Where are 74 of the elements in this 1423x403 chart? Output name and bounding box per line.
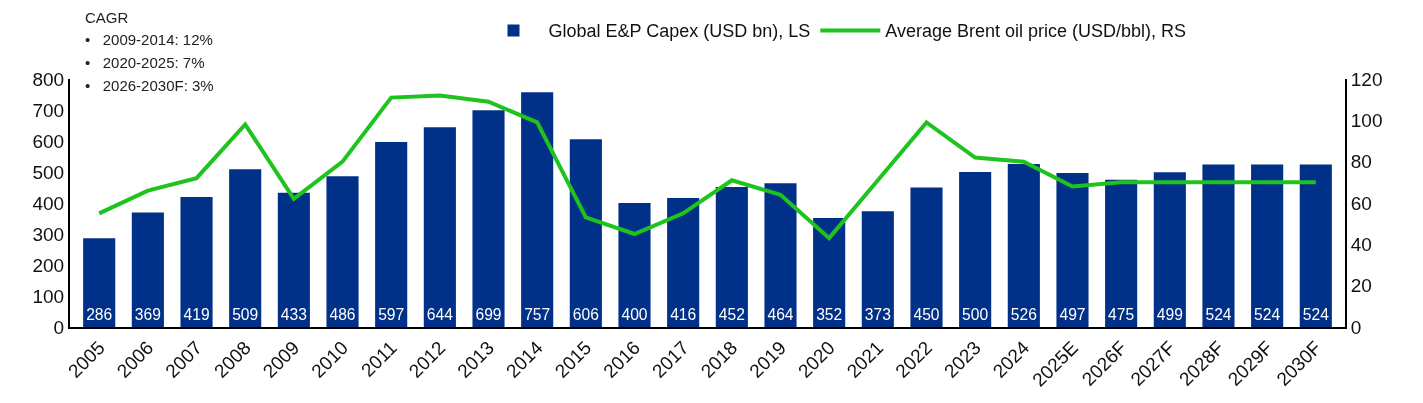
data-label: 497	[1059, 306, 1086, 324]
data-label: 450	[913, 306, 940, 324]
data-label: 757	[524, 306, 551, 324]
bar	[1105, 179, 1138, 327]
bar	[1251, 164, 1284, 327]
y2-tick-label: 60	[1350, 192, 1372, 214]
legend-label: Global E&P Capex (USD bn), LS	[548, 21, 811, 42]
text: CAGR	[85, 9, 129, 26]
y2-tick-label: 100	[1350, 109, 1383, 131]
data-label: 352	[816, 306, 843, 324]
data-label: 373	[864, 306, 891, 324]
y-tick-label: 0	[53, 316, 65, 338]
bar	[521, 92, 554, 327]
data-label: 486	[329, 306, 356, 324]
y2-tick-label: 20	[1350, 275, 1372, 297]
bar	[764, 183, 797, 327]
y-tick-label: 800	[32, 68, 65, 90]
annotation: • 2026-2030F: 3%	[85, 77, 214, 94]
bar	[1153, 172, 1186, 327]
bar	[861, 211, 894, 327]
data-label: 597	[378, 306, 405, 324]
bar	[180, 197, 213, 327]
data-label: 606	[572, 306, 599, 324]
bar	[277, 192, 310, 327]
y-tick-label: 600	[32, 130, 65, 152]
bar	[1056, 172, 1089, 327]
data-label: 452	[718, 306, 745, 324]
data-label: 499	[1156, 306, 1183, 324]
line-series	[97, 93, 1318, 241]
data-label: 369	[134, 306, 161, 324]
bar	[910, 187, 943, 327]
bar	[715, 186, 748, 327]
y2-tick-label: 0	[1350, 316, 1362, 338]
data-label: 419	[183, 306, 210, 324]
data-label: 286	[86, 306, 113, 324]
bar	[1299, 164, 1332, 327]
y2-tick-label: 80	[1350, 151, 1372, 173]
data-label: 433	[280, 306, 307, 324]
y-tick-label: 200	[32, 254, 65, 276]
legend-label: Average Brent oil price (USD/bbl), RS	[885, 21, 1187, 42]
data-label: 644	[426, 306, 454, 324]
data-label: 699	[475, 306, 502, 324]
bar	[667, 198, 700, 327]
data-label: 509	[232, 306, 259, 324]
data-label: 416	[670, 306, 697, 324]
data-label: 524	[1302, 306, 1330, 324]
text: • 2009-2014: 12%	[85, 31, 213, 48]
bar	[131, 212, 164, 327]
y-tick-label: 400	[32, 192, 65, 214]
bar	[375, 141, 408, 327]
data-label: 475	[1108, 306, 1135, 324]
y-tick-label: 700	[32, 99, 65, 121]
data-label: 464	[767, 306, 794, 324]
y2-tick-label: 40	[1350, 233, 1372, 255]
bar	[326, 176, 359, 327]
bar	[83, 238, 116, 327]
y-tick-label: 300	[32, 223, 65, 245]
bar	[959, 172, 992, 327]
bar	[229, 169, 262, 327]
bar	[618, 203, 651, 327]
y-tick-label: 500	[32, 161, 65, 183]
y-tick-label: 100	[32, 285, 65, 307]
data-label: 524	[1254, 306, 1281, 324]
text: • 2020-2025: 7%	[85, 54, 205, 71]
data-label: 526	[1010, 306, 1037, 324]
bar	[1007, 163, 1040, 327]
data-label: 524	[1205, 306, 1232, 324]
bar	[569, 139, 602, 327]
data-label: 500	[962, 306, 989, 324]
y2-tick-label: 120	[1350, 68, 1383, 90]
bar	[472, 110, 505, 327]
bar	[423, 127, 456, 327]
data-label: 400	[621, 306, 648, 324]
bar	[1202, 164, 1235, 327]
